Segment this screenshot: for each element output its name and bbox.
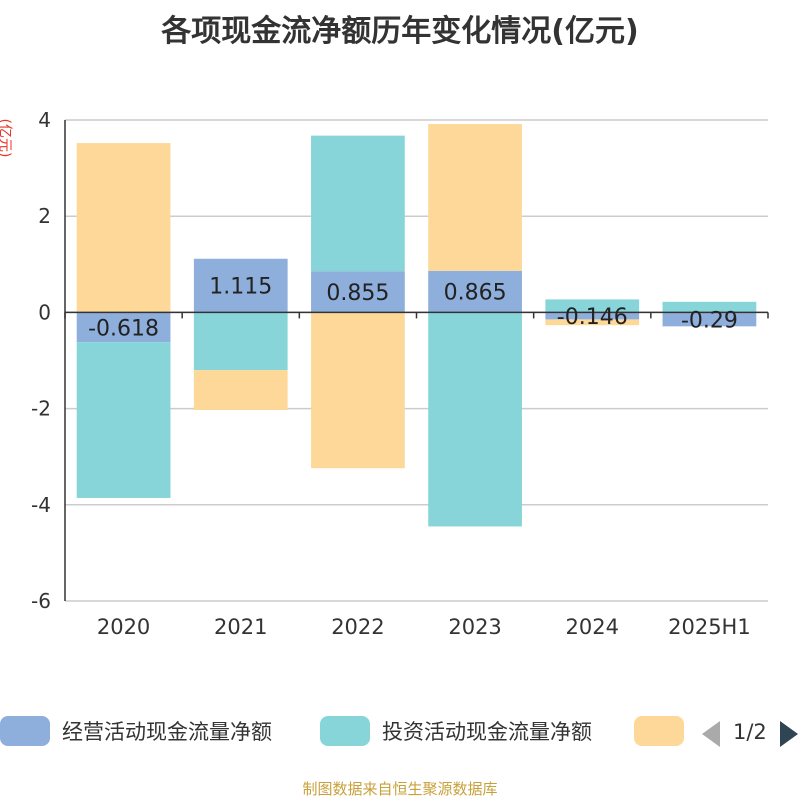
- x-tick-label: 2020: [97, 615, 150, 639]
- bar-segment-2022-s2: [311, 312, 405, 469]
- data-label-2021: 1.115: [209, 275, 272, 300]
- y-tick-label: -2: [31, 397, 51, 421]
- bar-segment-2025H1-s1: [662, 301, 757, 313]
- x-tick-label: 2021: [214, 615, 267, 639]
- bar-segment-2020-s1: [76, 342, 171, 498]
- bar-segment-2021-s0: [193, 258, 288, 313]
- bar-chart: 4 2 0 -2 -4 -6 -0.618 1.115 0.855 0.865 -0.146 -0.2…: [31, 108, 769, 639]
- bar-segment-2024-s2: [545, 319, 640, 326]
- legend-swatch-financing: [634, 716, 684, 746]
- legend-swatch-operating: [0, 716, 50, 746]
- data-label-2022: 0.855: [326, 281, 389, 306]
- legend-item-operating[interactable]: 经营活动现金流量净额: [0, 716, 272, 746]
- data-label-2020: -0.618: [88, 316, 159, 341]
- bar-segment-2020-s0: [76, 312, 171, 343]
- data-source-note: 制图数据来自恒生聚源数据库: [302, 780, 498, 798]
- legend-next-page-icon[interactable]: [780, 721, 798, 747]
- data-label-2024: -0.146: [557, 305, 628, 330]
- x-tick-label: 2023: [448, 615, 501, 639]
- bar-segment-2023-s2: [428, 124, 522, 271]
- x-tick-label: 2024: [566, 615, 619, 639]
- legend-item-financing[interactable]: [634, 716, 684, 746]
- bar-segment-2021-s1: [193, 312, 288, 371]
- bar-segment-2024-s1: [545, 299, 640, 313]
- legend-page-indicator: 1/2: [733, 720, 767, 744]
- y-tick-label: -6: [31, 589, 51, 613]
- y-tick-label: 0: [38, 300, 51, 324]
- bar-segment-2020-s2: [76, 143, 171, 313]
- bar-segment-2022-s0: [311, 271, 405, 313]
- y-tick-label: -4: [31, 493, 51, 517]
- x-tick-label: 2022: [331, 615, 384, 639]
- data-label-2025H1: -0.29: [681, 308, 738, 333]
- bar-segment-2021-s2: [193, 370, 288, 411]
- bar-segment-2023-s0: [428, 270, 522, 313]
- bar-segment-2023-s1: [428, 312, 522, 527]
- chart-title: 各项现金流净额历年变化情况(亿元): [161, 14, 639, 49]
- legend-swatch-investing: [320, 716, 370, 746]
- bar-segment-2025H1-s0: [662, 312, 757, 327]
- x-tick-label: 2025H1: [668, 615, 751, 639]
- legend-label-operating: 经营活动现金流量净额: [62, 720, 272, 744]
- y-tick-label: 2: [38, 204, 51, 228]
- y-tick-label: 4: [38, 108, 51, 132]
- legend-prev-page-icon[interactable]: [702, 721, 720, 747]
- bar-segment-2022-s1: [311, 135, 405, 272]
- legend-label-investing: 投资活动现金流量净额: [382, 720, 592, 744]
- legend: 经营活动现金流量净额 投资活动现金流量净额 1/2: [0, 716, 800, 756]
- bar-segment-2024-s0: [545, 312, 640, 320]
- legend-item-investing[interactable]: 投资活动现金流量净额: [320, 716, 592, 746]
- data-label-2023: 0.865: [444, 281, 507, 306]
